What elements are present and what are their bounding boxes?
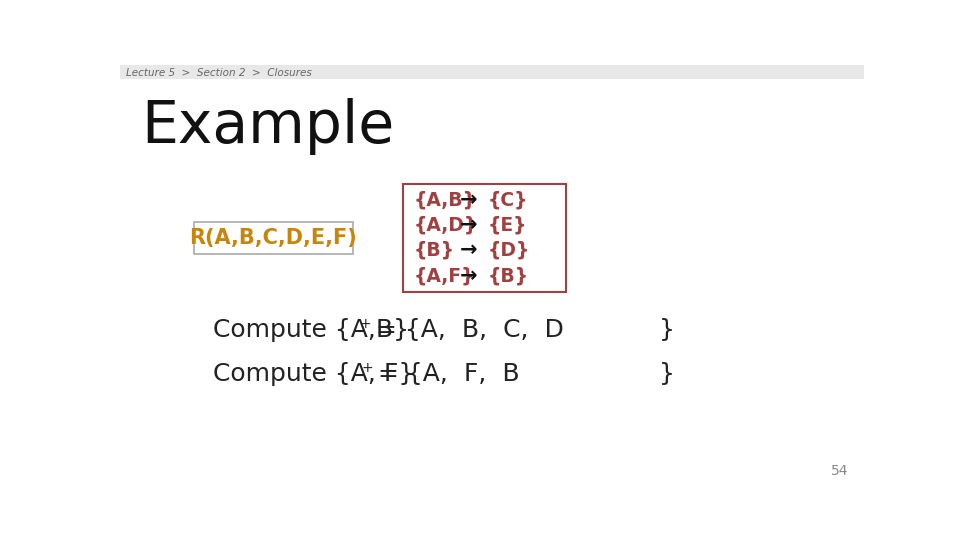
Text: →: → (460, 240, 477, 260)
Text: →: → (460, 266, 477, 286)
Bar (194, 222, 352, 254)
Bar (120, 65, 864, 79)
Bar (403, 184, 565, 292)
Text: {E}: {E} (488, 215, 527, 234)
Text: {B}: {B} (488, 266, 529, 285)
Text: {A,D}: {A,D} (414, 215, 478, 234)
Text: {C}: {C} (488, 190, 529, 209)
Text: +: + (361, 361, 372, 375)
Text: Example: Example (142, 98, 395, 155)
Text: = {A,  B,  C,  D: = {A, B, C, D (368, 319, 564, 342)
Text: {A,F}: {A,F} (414, 266, 475, 285)
Text: →: → (460, 215, 477, 235)
Text: Lecture 5  >  Section 2  >  Closures: Lecture 5 > Section 2 > Closures (126, 68, 312, 78)
Text: 54: 54 (831, 464, 849, 478)
Text: {B}: {B} (414, 241, 455, 260)
Text: Compute {A, F}: Compute {A, F} (213, 362, 415, 386)
Text: →: → (460, 190, 477, 210)
Text: +: + (359, 318, 372, 332)
Text: = {A,  F,  B: = {A, F, B (370, 362, 519, 386)
Text: }: } (659, 362, 675, 386)
Text: {A,B}: {A,B} (414, 190, 476, 209)
Text: }: } (659, 319, 675, 342)
Text: R(A,B,C,D,E,F): R(A,B,C,D,E,F) (189, 228, 357, 248)
Text: Compute {A,B}: Compute {A,B} (213, 319, 409, 342)
Text: {D}: {D} (488, 241, 530, 260)
